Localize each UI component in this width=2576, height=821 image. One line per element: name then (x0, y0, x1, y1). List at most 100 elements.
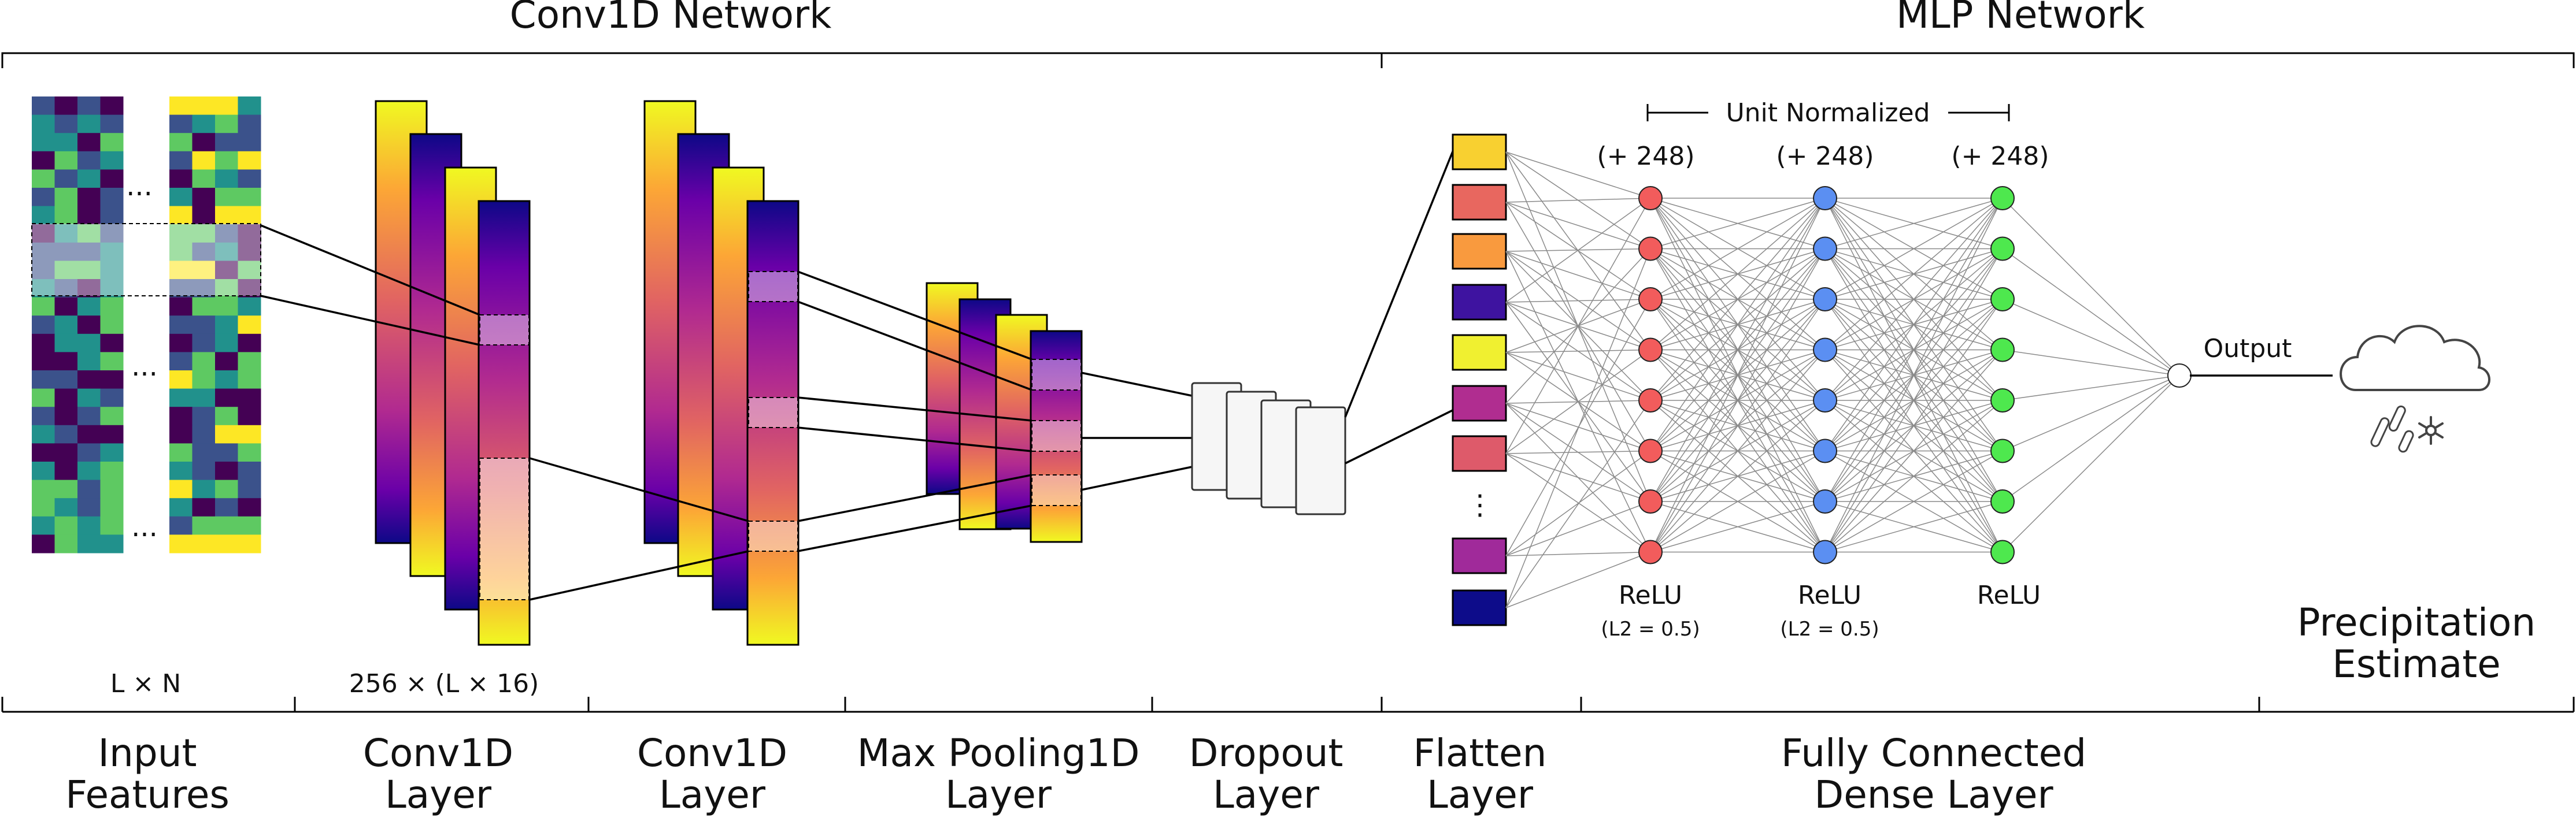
dense-units-3: (+ 248) (1951, 142, 2049, 171)
input-cell (77, 425, 101, 444)
dense-edge (1650, 198, 1826, 250)
input-cell (215, 516, 238, 535)
input-cell (32, 114, 55, 133)
input-cell (169, 352, 193, 371)
ellipsis-row-3: ... (131, 511, 158, 543)
input-cell (192, 261, 216, 280)
input-cell (100, 370, 124, 389)
layer-label-dense-1: Fully Connected (1781, 731, 2086, 775)
input-cell (100, 407, 124, 426)
input-cell (54, 443, 78, 462)
input-cell (169, 516, 193, 535)
input-cell (215, 261, 238, 280)
input-cell (238, 315, 261, 335)
input-cell (192, 534, 216, 553)
input-cell (192, 370, 216, 389)
input-cell (215, 407, 238, 426)
input-cell (215, 352, 238, 371)
input-cell (238, 261, 261, 280)
layer-label-conv2-1: Conv1D (637, 731, 787, 775)
flatten-unit (1452, 184, 1507, 221)
relu-node-2 (1813, 186, 1837, 210)
input-cell (192, 480, 216, 499)
dense-edge (1650, 198, 1826, 401)
flatten-unit (1452, 284, 1507, 321)
layer-label-conv1-1: Conv1D (363, 731, 513, 775)
flatten-dense-edge (1505, 198, 1651, 303)
input-cell (100, 96, 124, 116)
activation-3: ReLU (1977, 581, 2041, 610)
input-cell (77, 188, 101, 207)
input-cell (54, 151, 78, 170)
input-cell (192, 206, 216, 225)
input-cell (192, 169, 216, 188)
output-edge (2002, 375, 2180, 502)
activation-2: ReLU (1798, 581, 1861, 610)
output-node (2167, 363, 2192, 388)
conv1-window-1 (479, 314, 530, 346)
input-cell (32, 188, 55, 207)
flatten-unit (1452, 233, 1507, 270)
input-cell (54, 388, 78, 407)
input-cell (169, 370, 193, 389)
input-cell (192, 315, 216, 335)
input-cell (32, 206, 55, 225)
flatten-unit (1452, 589, 1507, 626)
flatten-dense-edge (1505, 198, 1651, 203)
flatten-dense-edge (1505, 349, 1651, 454)
input-cell (169, 242, 193, 261)
input-cell (32, 480, 55, 499)
input-cell (169, 388, 193, 407)
flatten-dense-edge (1505, 453, 1651, 502)
input-cell (100, 462, 124, 481)
input-cell (100, 206, 124, 225)
output-edge (2002, 375, 2180, 401)
flatten-dense-edge (1505, 551, 1651, 608)
input-cell (238, 516, 261, 535)
layer-label-conv1-2: Layer (385, 772, 492, 817)
input-cell (54, 169, 78, 188)
input-cell (238, 407, 261, 426)
conv-network-title: Conv1D Network (510, 0, 832, 37)
input-cell (169, 188, 193, 207)
relu-node-1 (1638, 186, 1663, 210)
input-cell (238, 133, 261, 152)
input-cell (238, 352, 261, 371)
input-cell (77, 388, 101, 407)
dense-units-1: (+ 248) (1597, 142, 1694, 171)
input-cell (54, 407, 78, 426)
relu-node-3 (1990, 236, 2015, 261)
input-cell (215, 534, 238, 553)
input-cell (32, 96, 55, 116)
relu-node-2 (1813, 337, 1837, 362)
input-cell (215, 242, 238, 261)
layer-label-input-2: Features (65, 772, 230, 817)
input-cell (32, 315, 55, 335)
dense-edge (1650, 198, 1826, 300)
input-cell (54, 206, 78, 225)
input-cell (77, 279, 101, 298)
relu-node-1 (1638, 540, 1663, 564)
input-cell (100, 315, 124, 335)
input-cell (77, 114, 101, 133)
relu-node-1 (1638, 236, 1663, 261)
input-cell (77, 96, 101, 116)
cloud-icon (2340, 325, 2490, 453)
input-cell (238, 425, 261, 444)
input-cell (215, 388, 238, 407)
input-cell (238, 206, 261, 225)
input-cell (32, 407, 55, 426)
input-cell (192, 151, 216, 170)
input-cell (215, 169, 238, 188)
input-cell (169, 333, 193, 352)
input-cell (192, 388, 216, 407)
dropout-block-4 (1295, 406, 1346, 515)
relu-node-1 (1638, 489, 1663, 514)
flatten-dense-edge (1505, 400, 1651, 608)
input-cell (169, 169, 193, 188)
input-cell (77, 315, 101, 335)
input-cell (238, 242, 261, 261)
input-cell (77, 242, 101, 261)
input-cell (238, 333, 261, 352)
